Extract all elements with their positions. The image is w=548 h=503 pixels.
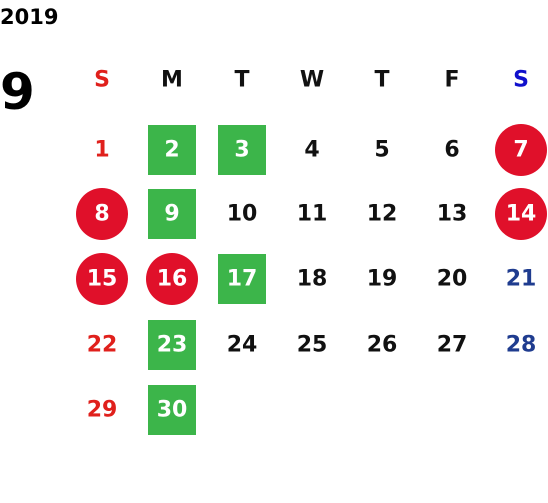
highlight-box [148,320,196,370]
day-number: 10 [227,202,258,227]
day-number: 6 [444,138,459,163]
weekday-header: T [374,68,389,93]
day-number: 8 [94,202,109,227]
day-number: 19 [367,267,398,292]
holiday-circle [495,188,547,240]
highlight-box [148,385,196,435]
day-number: 23 [157,333,188,358]
highlight-box [148,189,196,239]
year: 2019 [0,5,58,29]
weekday-header: W [300,68,324,93]
day-number: 16 [157,267,188,292]
day-number: 22 [87,333,118,358]
day-number: 1 [94,138,109,163]
day-number: 30 [157,398,188,423]
day-number: 12 [367,202,398,227]
day-number: 14 [506,202,537,227]
day-number: 21 [506,267,537,292]
day-number: 25 [297,333,328,358]
holiday-circle [76,253,128,305]
highlight-box [148,125,196,175]
weekday-header: S [94,68,110,93]
holiday-circle [146,253,198,305]
day-number: 2 [164,138,179,163]
day-number: 24 [227,333,258,358]
weekday-header: T [234,68,249,93]
day-number: 7 [513,138,528,163]
day-number: 28 [506,333,537,358]
day-number: 13 [437,202,468,227]
day-number: 11 [297,202,328,227]
day-number: 15 [87,267,118,292]
holiday-circle [76,188,128,240]
highlight-box [218,254,266,304]
weekday-header: F [444,68,459,93]
weekday-header: M [161,68,183,93]
day-number: 4 [304,138,319,163]
day-number: 5 [374,138,389,163]
day-number: 20 [437,267,468,292]
day-number: 9 [164,202,179,227]
day-number: 18 [297,267,328,292]
holiday-circle [495,124,547,176]
day-number: 3 [234,138,249,163]
day-number: 26 [367,333,398,358]
day-number: 17 [227,267,258,292]
month: 9 [0,63,35,121]
day-number: 29 [87,398,118,423]
weekday-header: S [513,68,529,93]
highlight-box [218,125,266,175]
day-number: 27 [437,333,468,358]
